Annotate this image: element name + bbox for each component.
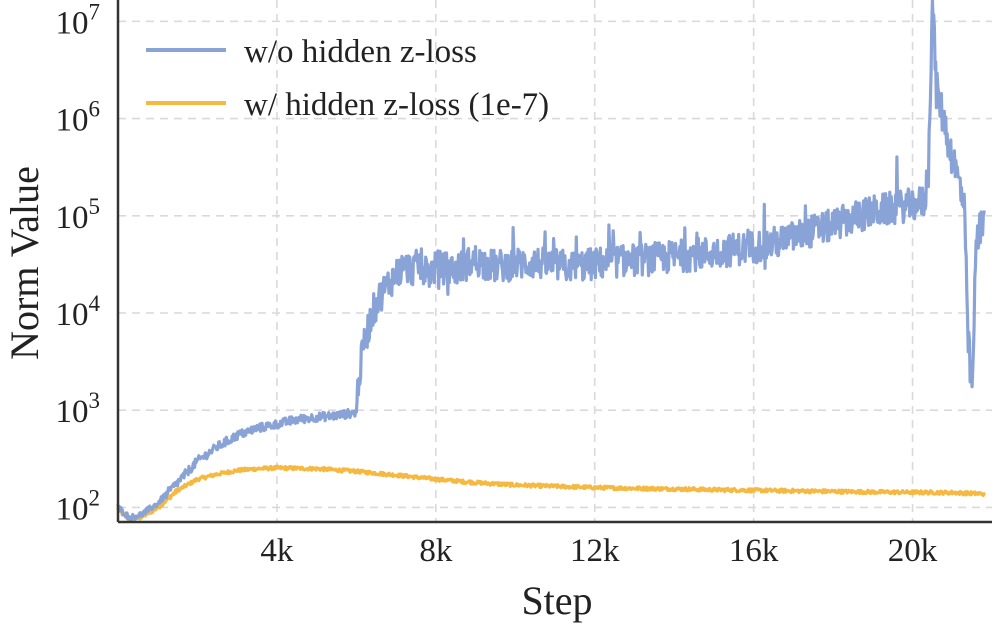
x-tick-label: 20k <box>888 533 938 569</box>
y-tick-labels: 102 103 104 105 106 107 <box>56 0 101 527</box>
x-tick-label: 12k <box>570 533 620 569</box>
y-tick-label: 102 <box>56 485 101 527</box>
series-layer <box>116 0 986 523</box>
y-axis-title: Norm Value <box>2 166 47 360</box>
x-tick-label: 4k <box>260 533 294 569</box>
series-line-without-z-loss <box>116 0 986 522</box>
y-tick-label: 105 <box>56 194 101 236</box>
grid-lines <box>118 0 992 522</box>
legend-label-series-1: w/o hidden z-loss <box>244 34 477 70</box>
y-tick-label: 107 <box>56 0 101 41</box>
y-tick-label: 103 <box>56 388 101 430</box>
series-line-with-z-loss <box>116 464 986 523</box>
x-tick-label: 16k <box>729 533 779 569</box>
y-tick-label: 104 <box>56 291 101 333</box>
legend-label-series-2: w/ hidden z-loss (1e-7) <box>244 87 549 123</box>
x-tick-label: 8k <box>419 533 453 569</box>
x-tick-labels: 4k 8k 12k 16k 20k <box>260 533 937 569</box>
y-tick-label: 106 <box>56 97 101 139</box>
x-axis-title: Step <box>521 578 592 623</box>
legend: w/o hidden z-loss w/ hidden z-loss (1e-7… <box>146 34 549 123</box>
